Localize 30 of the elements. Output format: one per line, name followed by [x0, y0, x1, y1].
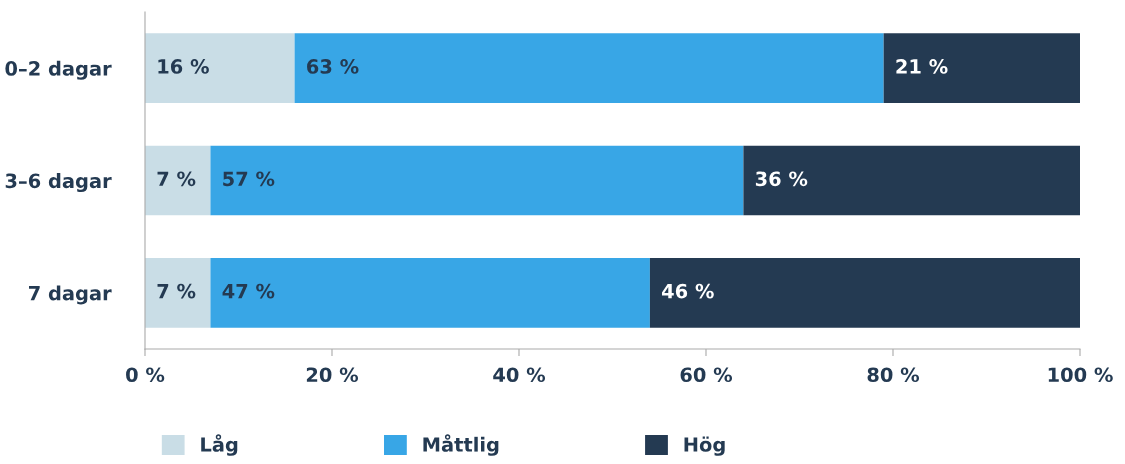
bar	[145, 258, 211, 328]
x-tick-label: 20 %	[306, 367, 359, 383]
bar	[145, 33, 295, 103]
bar	[145, 145, 211, 216]
x-tick-label: 100 %	[1048, 367, 1113, 383]
data-label: 63 %	[307, 59, 359, 74]
data-label: 47 %	[222, 283, 275, 299]
legend-label: Låg	[201, 434, 238, 456]
bar	[743, 145, 1080, 216]
bar	[210, 258, 650, 328]
bar	[649, 258, 1080, 328]
data-label: 7 %	[157, 283, 196, 299]
data-label: 36 %	[755, 171, 808, 187]
y-tick-label: 7 dagar	[29, 285, 112, 305]
legend-label: Hög	[684, 436, 725, 456]
data-label: 57 %	[223, 171, 275, 187]
x-tick-label: 40 %	[493, 367, 546, 383]
y-tick-label: 3–6 dagar	[5, 173, 112, 193]
y-tick-label: 0–2 dagar	[5, 60, 112, 80]
legend-label: Måttlig	[423, 434, 499, 456]
data-label: 7 %	[157, 171, 196, 187]
data-label: 16 %	[158, 59, 209, 74]
data-label: 21 %	[896, 59, 948, 74]
data-label: 46 %	[661, 283, 714, 299]
bar	[294, 33, 884, 103]
x-tick-label: 80 %	[867, 367, 920, 383]
bar	[883, 33, 1080, 103]
bar	[210, 145, 744, 216]
x-tick-label: 60 %	[680, 367, 733, 383]
x-tick-label: 0 %	[126, 367, 165, 383]
